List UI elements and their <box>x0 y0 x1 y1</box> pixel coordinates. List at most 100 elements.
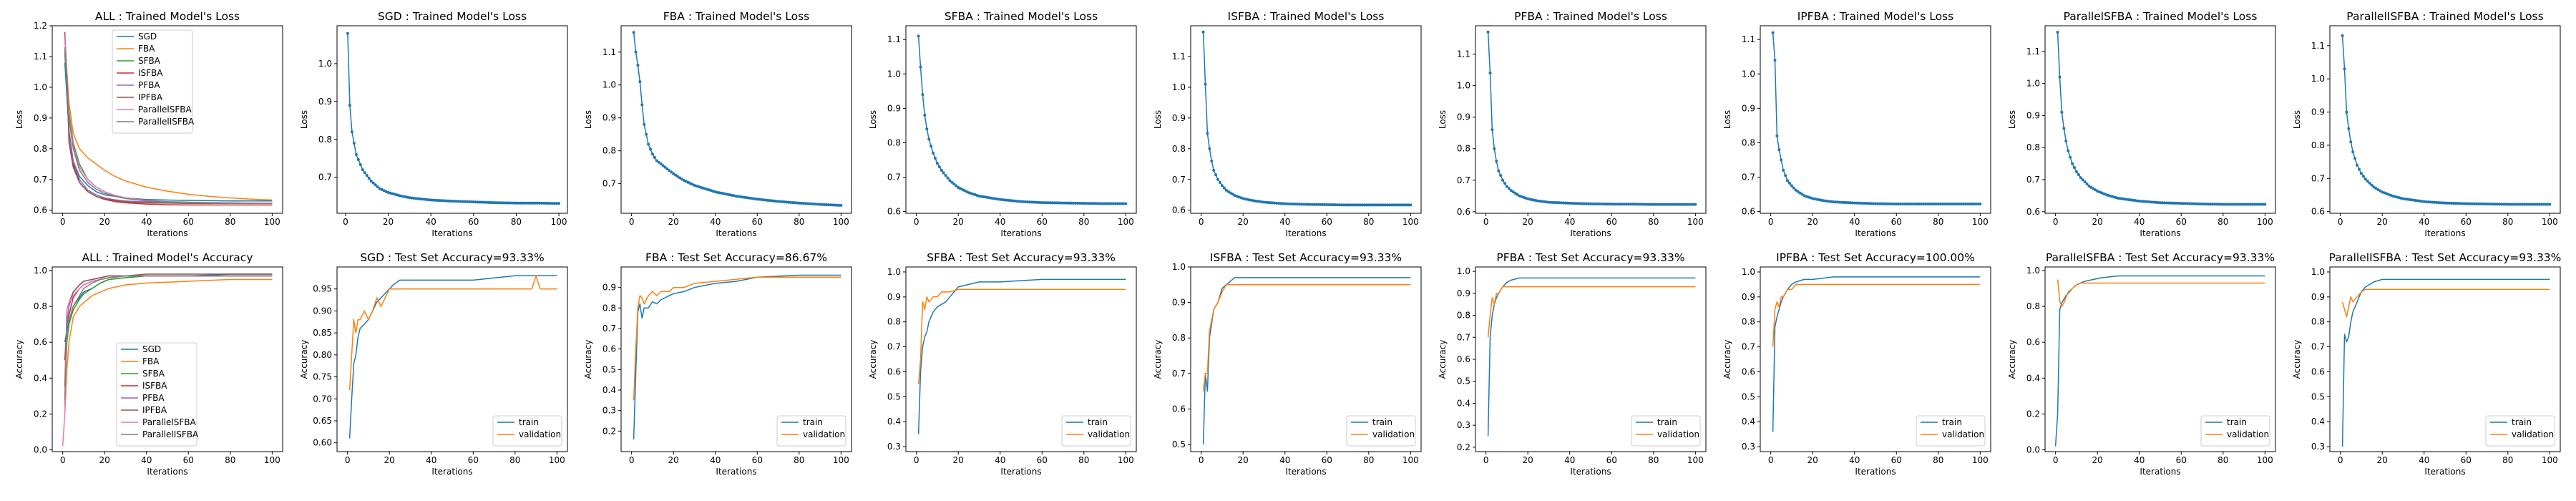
data-point <box>785 200 789 204</box>
data-point <box>427 198 431 202</box>
data-point <box>1547 200 1551 204</box>
y-tick-label: 0.7 <box>1172 175 1186 185</box>
series-line-train <box>2054 275 2265 447</box>
data-point <box>787 200 791 204</box>
data-point <box>1283 202 1287 205</box>
y-tick-label: 0.3 <box>602 406 616 416</box>
legend-box <box>116 342 197 447</box>
data-point <box>2546 203 2550 206</box>
x-tick-label: 40 <box>2134 217 2145 227</box>
data-point <box>1669 203 1672 206</box>
data-point <box>1000 198 1004 202</box>
data-point <box>2439 201 2443 205</box>
legend-box <box>1631 415 1701 447</box>
y-tick-label: 0.9 <box>1172 113 1186 123</box>
data-point <box>369 180 373 183</box>
data-point <box>745 196 748 200</box>
x-tick-label: 40 <box>995 217 1005 227</box>
data-point <box>806 202 809 205</box>
data-point <box>2512 203 2516 206</box>
data-point <box>1088 202 1092 205</box>
y-tick-label: 0.6 <box>2311 207 2325 217</box>
data-point <box>1794 188 1797 192</box>
data-point <box>1294 203 1297 206</box>
axes-frame <box>2044 25 2276 214</box>
data-point <box>2447 201 2451 205</box>
y-tick-label: 0.7 <box>34 175 47 185</box>
data-point <box>1346 203 1350 207</box>
y-tick-label: 0.7 <box>1742 342 1755 352</box>
data-point <box>1918 203 1921 206</box>
legend: train validation <box>492 415 562 447</box>
data-point <box>1216 177 1220 181</box>
data-point <box>1692 203 1695 206</box>
data-point <box>774 200 778 203</box>
data-point <box>1503 182 1506 185</box>
data-point <box>1899 203 1903 206</box>
legend-label: ISFBA <box>138 68 163 78</box>
data-point <box>2177 202 2181 205</box>
x-axis-label: Iterations <box>147 228 187 238</box>
x-tick-label: 0 <box>343 217 348 227</box>
data-point <box>2131 198 2135 202</box>
data-point <box>1093 202 1096 205</box>
data-point <box>1830 200 1833 203</box>
data-point <box>1486 30 1490 34</box>
data-point <box>1040 201 1044 205</box>
data-point <box>2445 201 2449 205</box>
data-point <box>1886 202 1890 205</box>
data-point <box>1635 203 1639 206</box>
data-point <box>1913 203 1917 206</box>
data-point <box>1863 202 1867 205</box>
y-tick-label: 0.9 <box>2026 110 2040 120</box>
data-point <box>632 31 635 34</box>
data-point <box>1047 201 1050 205</box>
y-tick-label: 0.60 <box>313 438 332 448</box>
data-point <box>672 172 675 175</box>
data-point <box>2449 201 2453 205</box>
data-point <box>791 201 795 205</box>
y-tick-label: 1.0 <box>1742 69 1755 79</box>
data-point <box>753 197 757 200</box>
subplot-title: ParallelISFBA : Trained Model's Loss <box>2346 10 2543 23</box>
data-point <box>534 201 537 205</box>
data-point <box>358 163 362 167</box>
data-point <box>1516 193 1519 196</box>
data-point <box>2187 202 2191 205</box>
x-axis-label: Iterations <box>716 467 756 477</box>
subplot-title: ParallelSFBA : Test Set Accuracy=93.33% <box>2046 251 2275 264</box>
y-tick-label: 0.6 <box>1457 354 1470 364</box>
data-point <box>2376 188 2380 191</box>
x-tick-label: 80 <box>2218 217 2228 227</box>
legend-label: SGD <box>142 344 161 354</box>
data-point <box>1599 203 1603 206</box>
axes-frame <box>620 25 852 214</box>
data-point <box>1687 203 1691 206</box>
data-point <box>1495 160 1498 163</box>
data-point <box>921 93 924 97</box>
data-point <box>927 137 931 141</box>
data-point <box>469 200 473 204</box>
data-point <box>1275 201 1279 205</box>
data-point <box>826 203 830 207</box>
data-point <box>952 183 956 186</box>
x-tick-label: 20 <box>2092 217 2103 227</box>
y-tick-label: 0.4 <box>1742 417 1755 427</box>
y-tick-label: 0.4 <box>2311 417 2325 427</box>
x-axis-label: Iterations <box>1570 228 1611 238</box>
data-point <box>1553 200 1557 204</box>
data-point <box>2508 203 2512 206</box>
data-point <box>2410 198 2414 202</box>
data-point <box>2498 203 2502 206</box>
data-point <box>2169 201 2172 205</box>
data-point <box>804 202 807 205</box>
y-tick-label: 0.6 <box>887 366 901 376</box>
y-tick-label: 0.0 <box>2026 444 2040 454</box>
data-point <box>801 202 805 205</box>
data-point <box>2517 203 2520 206</box>
legend-label: SGD <box>138 31 157 42</box>
data-point <box>2236 203 2240 206</box>
legend: train validation <box>1631 415 1701 447</box>
data-point <box>1960 203 1963 206</box>
data-point <box>1034 200 1038 204</box>
